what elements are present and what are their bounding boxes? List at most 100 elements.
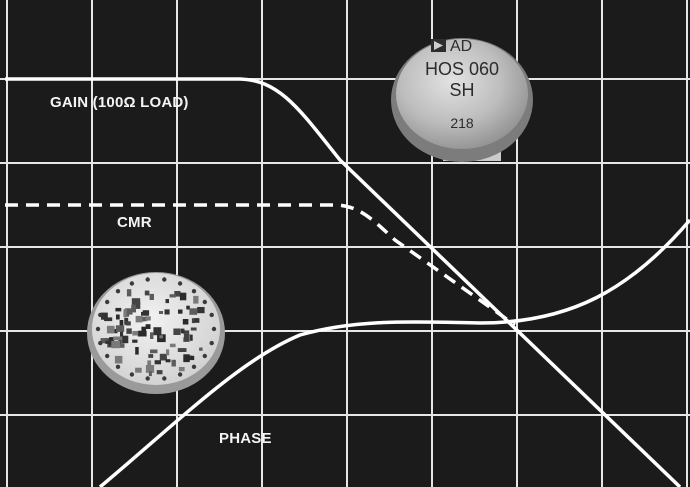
gain-curve-label: GAIN (100Ω LOAD)	[50, 94, 189, 111]
die-bond-pad	[129, 372, 135, 377]
die-chip	[165, 359, 171, 363]
die-chip	[183, 354, 190, 363]
die-chip	[120, 329, 124, 337]
cmr-curve	[5, 203, 517, 327]
die-chip	[101, 312, 108, 320]
die-chip	[114, 355, 123, 364]
can-suffix-text: SH	[449, 80, 474, 100]
die-chip	[113, 329, 118, 334]
can-top	[396, 39, 528, 149]
die-chip	[186, 305, 190, 310]
die-chip	[148, 354, 154, 358]
die-chip	[164, 309, 170, 315]
die-bond-pad	[95, 326, 101, 332]
die-bond-pad	[105, 299, 110, 305]
die-chip	[131, 298, 141, 305]
die-bond-pad	[211, 326, 217, 332]
die-chip	[104, 317, 113, 322]
die-bond-pad	[162, 277, 167, 282]
die-chip	[156, 370, 163, 375]
die-chip	[182, 319, 189, 325]
die-chip	[159, 335, 163, 339]
die-chip	[145, 365, 155, 373]
die-chip	[113, 336, 122, 340]
gain-curve	[5, 77, 682, 487]
die-chip	[122, 335, 129, 344]
die-chip	[132, 331, 139, 336]
phase-curve	[98, 218, 690, 487]
die-chip	[169, 294, 176, 298]
die-chip	[125, 321, 131, 326]
die-bond-pad	[191, 289, 197, 294]
die-bond-pad	[145, 376, 150, 381]
die-chip	[174, 291, 181, 297]
die-bond-pad	[202, 353, 207, 359]
die-chip	[131, 304, 136, 313]
die-chip	[183, 333, 189, 342]
die-chip	[141, 311, 149, 316]
die-chip	[177, 348, 187, 352]
die-chip	[159, 311, 163, 314]
die-chip	[100, 338, 109, 344]
die-bond-pad	[115, 364, 121, 369]
die-chip	[189, 308, 198, 315]
die-chip	[199, 347, 203, 351]
die-chip	[153, 327, 162, 336]
die-chip	[118, 336, 122, 345]
die-chip	[144, 290, 150, 296]
die-chip	[132, 302, 141, 309]
die-chip	[115, 307, 122, 312]
die-bond-pad	[129, 281, 135, 286]
die-chip	[173, 328, 181, 335]
die-chip	[147, 360, 152, 367]
die-chip	[115, 325, 125, 332]
die-chip	[135, 347, 139, 355]
metal-can-package: AD HOS 060 SH 218	[391, 38, 533, 162]
die-chip	[141, 326, 147, 333]
die-chip	[132, 339, 138, 343]
die-chip	[154, 360, 161, 365]
die-chip	[135, 315, 143, 323]
die-chip	[141, 316, 146, 322]
die-chip	[106, 325, 115, 334]
die-bond-pad	[115, 289, 121, 294]
die-chip	[169, 343, 176, 348]
die-chip	[137, 330, 147, 337]
die-chip	[197, 307, 205, 314]
die-chip	[159, 353, 167, 361]
die-chip	[144, 316, 151, 321]
die-bond-pad	[191, 364, 197, 369]
die-chip	[190, 327, 197, 331]
die-chip	[182, 330, 190, 334]
die-chip	[126, 328, 132, 334]
die-bond-pad	[98, 340, 103, 346]
die-bond-pad	[177, 372, 183, 377]
die-bond-pad	[209, 340, 214, 346]
can-code-text: 218	[450, 115, 474, 131]
hybrid-die-icon	[87, 272, 225, 394]
die-chip	[166, 349, 170, 356]
die-chip	[178, 309, 183, 314]
die-bond-pad	[145, 277, 150, 282]
die-bond-pad	[162, 376, 167, 381]
die-bond-pad	[98, 312, 103, 318]
die-chip	[119, 320, 124, 328]
die-chip	[117, 343, 125, 348]
die-chip	[123, 309, 127, 318]
die-chip	[180, 328, 185, 334]
die-chip	[171, 359, 176, 367]
die-chip	[193, 295, 199, 304]
die-chip	[128, 308, 132, 313]
can-model-text: HOS 060	[425, 59, 499, 79]
die-chip	[111, 340, 121, 349]
die-chip	[191, 318, 196, 324]
can-brand-text: AD	[450, 38, 472, 55]
die-chip	[178, 367, 185, 372]
die-chip	[165, 299, 169, 304]
die-chip	[150, 332, 154, 339]
die-bond-pad	[105, 353, 110, 359]
cmr-curve-label: CMR	[117, 214, 152, 231]
